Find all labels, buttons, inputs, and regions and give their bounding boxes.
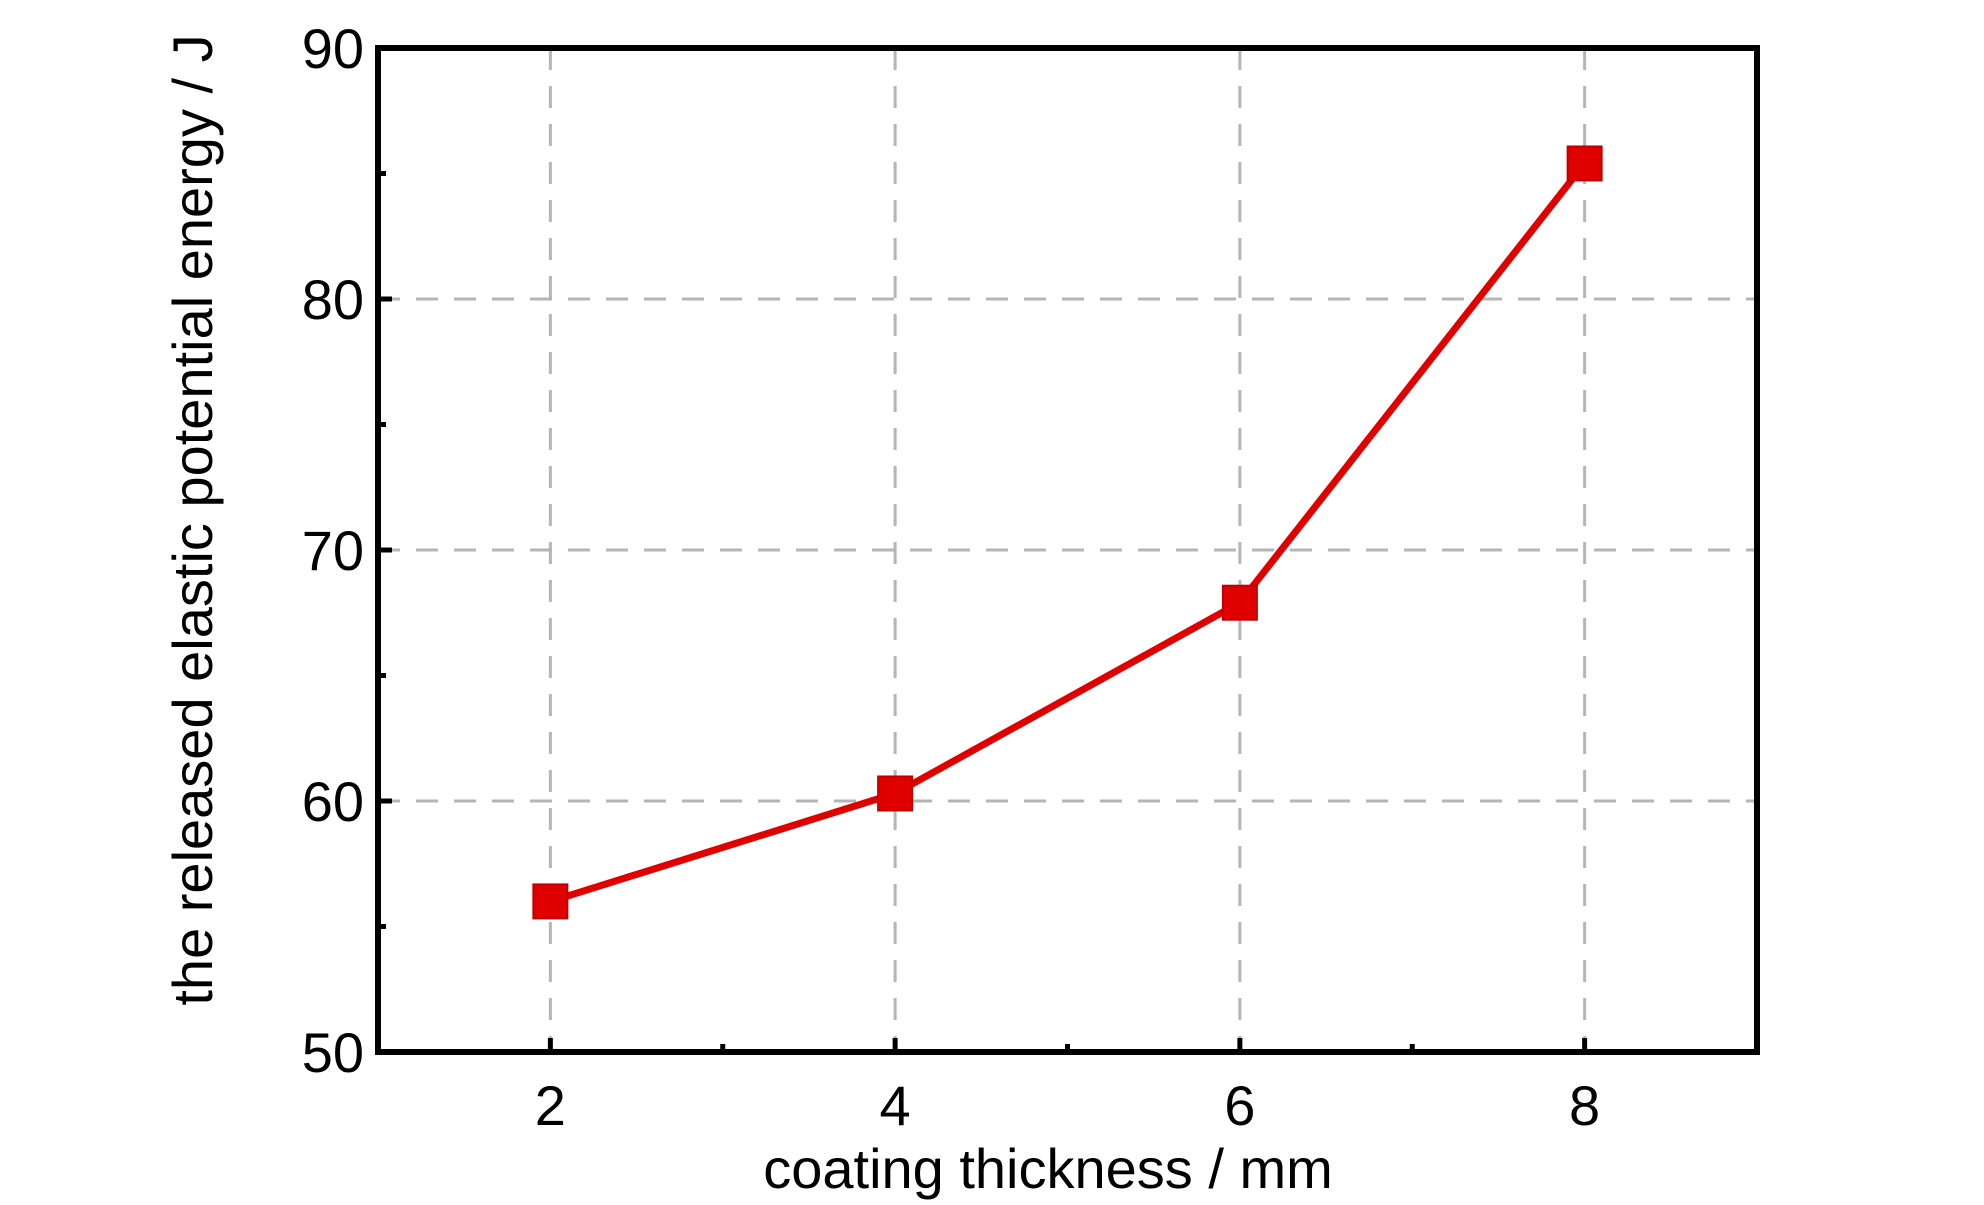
x-axis-label: coating thickness / mm: [763, 1137, 1333, 1200]
data-point-marker: [877, 775, 914, 812]
x-tick-label: 8: [1569, 1074, 1600, 1137]
data-point-marker: [1221, 584, 1258, 621]
y-tick-label: 70: [302, 519, 364, 582]
y-tick-label: 90: [302, 17, 364, 80]
y-axis-label: the released elastic potential energy / …: [161, 34, 224, 1005]
y-tick-label: 50: [302, 1021, 364, 1084]
x-tick-label: 6: [1224, 1074, 1255, 1137]
data-point-marker: [1566, 145, 1603, 182]
data-point-marker: [532, 883, 569, 920]
data-series: [532, 145, 1603, 920]
axis-ticks: 2 4 6 8 50 60 70 80 90: [302, 17, 1601, 1137]
y-tick-label: 60: [302, 770, 364, 833]
grid-lines: [378, 48, 1757, 1052]
x-tick-label: 4: [880, 1074, 911, 1137]
y-tick-label: 80: [302, 268, 364, 331]
x-tick-label: 2: [535, 1074, 566, 1137]
series-line: [549, 161, 1588, 905]
